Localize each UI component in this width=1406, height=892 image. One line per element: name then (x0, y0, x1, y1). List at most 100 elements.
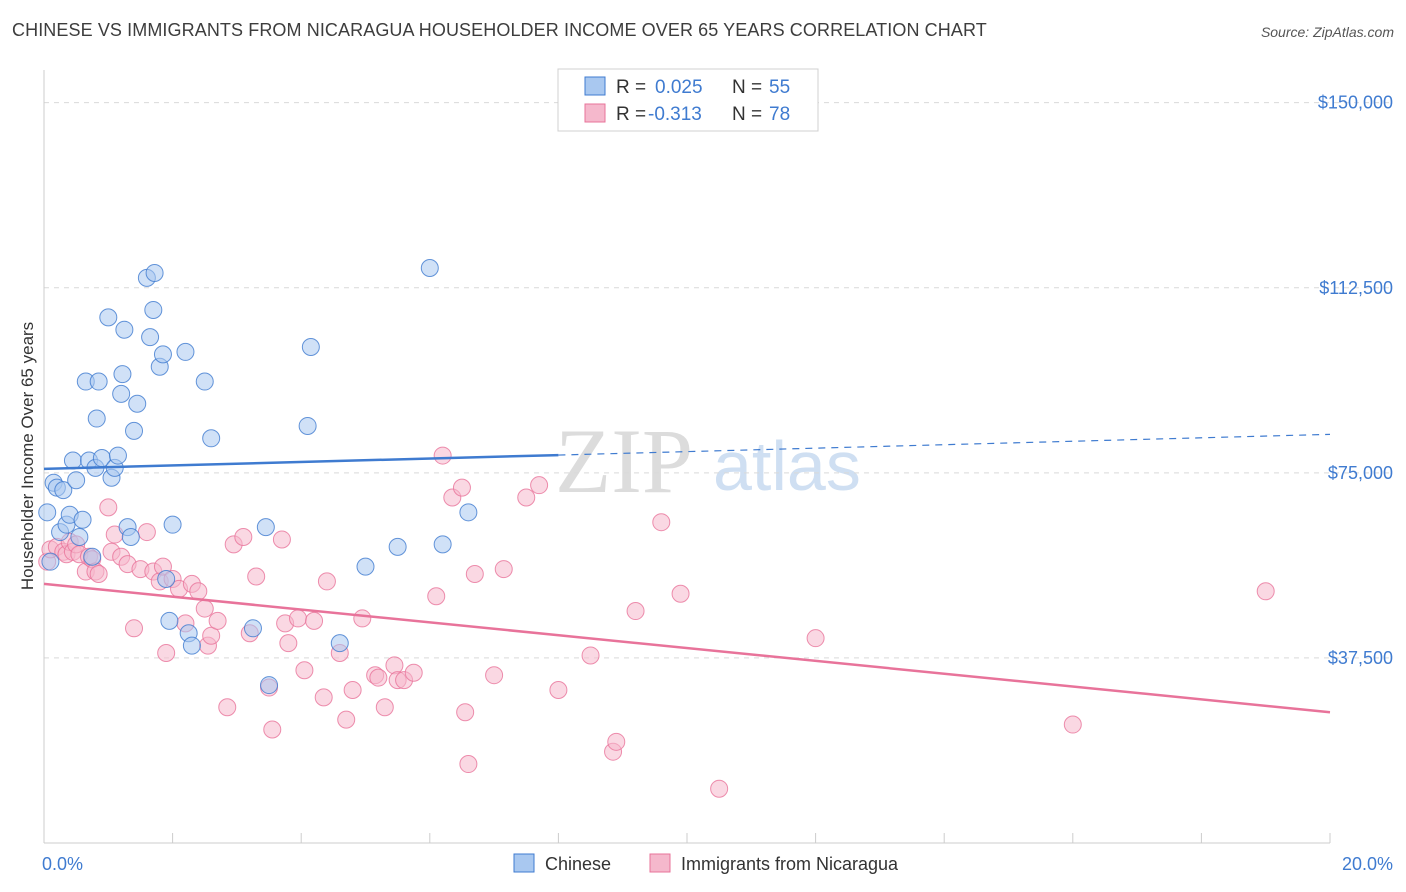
chinese-point-9 (70, 528, 89, 546)
y-axis-label: Householder Income Over 65 years (18, 322, 37, 590)
chinese-point-26 (121, 528, 140, 546)
nicaragua-point-33 (202, 626, 221, 645)
nicaragua-point-68 (485, 666, 504, 685)
chinese-point-16 (89, 372, 108, 391)
nicaragua-point-73 (581, 646, 600, 665)
y-tick-labels: $150,000 $112,500 $75,000 $37,500 (1318, 93, 1393, 668)
series-nicaragua-points (38, 446, 1275, 798)
chinese-point-35 (157, 569, 176, 588)
gridlines (44, 102, 1393, 659)
bottom-legend-swatch-nicaragua (649, 853, 671, 873)
legend-swatch-nicaragua (584, 103, 606, 123)
chinese-point-27 (125, 421, 144, 440)
chinese-point-41 (195, 372, 214, 391)
nicaragua-point-70 (517, 488, 536, 507)
legend-swatch-chinese (584, 76, 606, 96)
trend-line-chinese-extrapolated (558, 433, 1331, 456)
watermark-atlas: atlas (713, 427, 861, 505)
legend-n-value-1: 55 (769, 77, 790, 98)
chinese-point-53 (459, 503, 478, 522)
chinese-point-54 (41, 552, 60, 571)
watermark: ZIP atlas (555, 410, 861, 512)
chinese-point-46 (298, 416, 317, 435)
y-tick-label-0: $150,000 (1318, 93, 1393, 113)
chinese-point-31 (144, 300, 163, 319)
nicaragua-point-19 (125, 619, 144, 638)
nicaragua-point-65 (456, 703, 475, 722)
nicaragua-point-62 (433, 446, 452, 465)
nicaragua-point-39 (247, 567, 266, 586)
chinese-point-28 (128, 394, 147, 413)
chinese-point-15 (87, 409, 106, 428)
x-axis-ticks (43, 833, 1331, 843)
chinese-point-40 (182, 636, 201, 655)
chinese-point-10 (73, 510, 92, 529)
nicaragua-point-13 (89, 565, 108, 584)
chart-title: CHINESE VS IMMIGRANTS FROM NICARAGUA HOU… (12, 20, 987, 40)
nicaragua-point-64 (452, 478, 471, 497)
chinese-point-13 (83, 547, 102, 566)
nicaragua-point-76 (626, 602, 645, 621)
nicaragua-point-67 (465, 565, 484, 584)
chinese-point-43 (243, 619, 262, 638)
nicaragua-point-77 (652, 513, 671, 532)
nicaragua-point-49 (317, 572, 336, 591)
nicaragua-point-45 (288, 609, 307, 628)
chinese-point-22 (112, 384, 131, 403)
bottom-legend-label-chinese: Chinese (545, 854, 611, 874)
chinese-point-8 (67, 471, 86, 490)
y-tick-label-1: $112,500 (1319, 278, 1393, 298)
nicaragua-point-37 (234, 528, 253, 546)
bottom-legend-swatch-chinese (513, 853, 535, 873)
chinese-point-30 (141, 328, 160, 347)
nicaragua-point-41 (263, 720, 282, 739)
nicaragua-point-78 (671, 584, 690, 603)
chinese-point-49 (356, 557, 375, 576)
chinese-point-48 (330, 634, 349, 653)
legend-r-label-1: R = (616, 77, 646, 98)
trend-line-chinese (43, 453, 559, 471)
nicaragua-point-53 (353, 609, 372, 628)
chinese-point-32 (145, 263, 164, 282)
nicaragua-point-25 (157, 643, 176, 662)
nicaragua-point-46 (295, 661, 314, 680)
chinese-point-34 (153, 345, 172, 364)
chinese-point-21 (108, 446, 127, 465)
chinese-point-42 (202, 429, 221, 448)
legend-r-label-2: R = (616, 104, 646, 125)
series-chinese-points (38, 259, 478, 695)
trend-line-nicaragua (43, 582, 1331, 714)
nicaragua-point-69 (494, 560, 513, 579)
legend-box: R = 0.025 N = 55 R = -0.313 N = 78 (557, 68, 819, 132)
nicaragua-point-81 (1063, 715, 1082, 734)
nicaragua-point-14 (99, 498, 118, 517)
chinese-point-18 (99, 308, 118, 327)
legend-n-label-2: N = (732, 104, 762, 125)
nicaragua-point-57 (385, 656, 404, 675)
nicaragua-point-80 (806, 629, 825, 648)
nicaragua-point-51 (337, 710, 356, 729)
chinese-point-50 (388, 537, 407, 556)
chinese-point-52 (433, 535, 452, 554)
chinese-point-7 (63, 451, 82, 470)
legend-n-label-1: N = (732, 77, 762, 98)
nicaragua-point-31 (195, 599, 214, 618)
nicaragua-point-44 (279, 634, 298, 653)
chinese-point-45 (260, 676, 279, 695)
nicaragua-point-82 (1256, 582, 1275, 601)
x-tick-label-left: 0.0% (42, 854, 83, 874)
chinese-point-44 (256, 518, 275, 537)
nicaragua-point-48 (314, 688, 333, 707)
nicaragua-point-35 (218, 698, 237, 717)
y-tick-label-2: $75,000 (1328, 463, 1393, 483)
nicaragua-point-21 (137, 523, 156, 542)
chinese-point-38 (176, 342, 195, 361)
y-tick-label-3: $37,500 (1328, 648, 1393, 668)
chinese-point-4 (54, 481, 73, 500)
nicaragua-point-79 (710, 779, 729, 798)
nicaragua-point-52 (343, 681, 362, 699)
legend-r-value-2: -0.313 (648, 104, 702, 125)
bottom-legend: Chinese Immigrants from Nicaragua (513, 853, 899, 874)
source-label: Source: ZipAtlas.com (1260, 24, 1394, 40)
nicaragua-point-60 (404, 663, 423, 682)
